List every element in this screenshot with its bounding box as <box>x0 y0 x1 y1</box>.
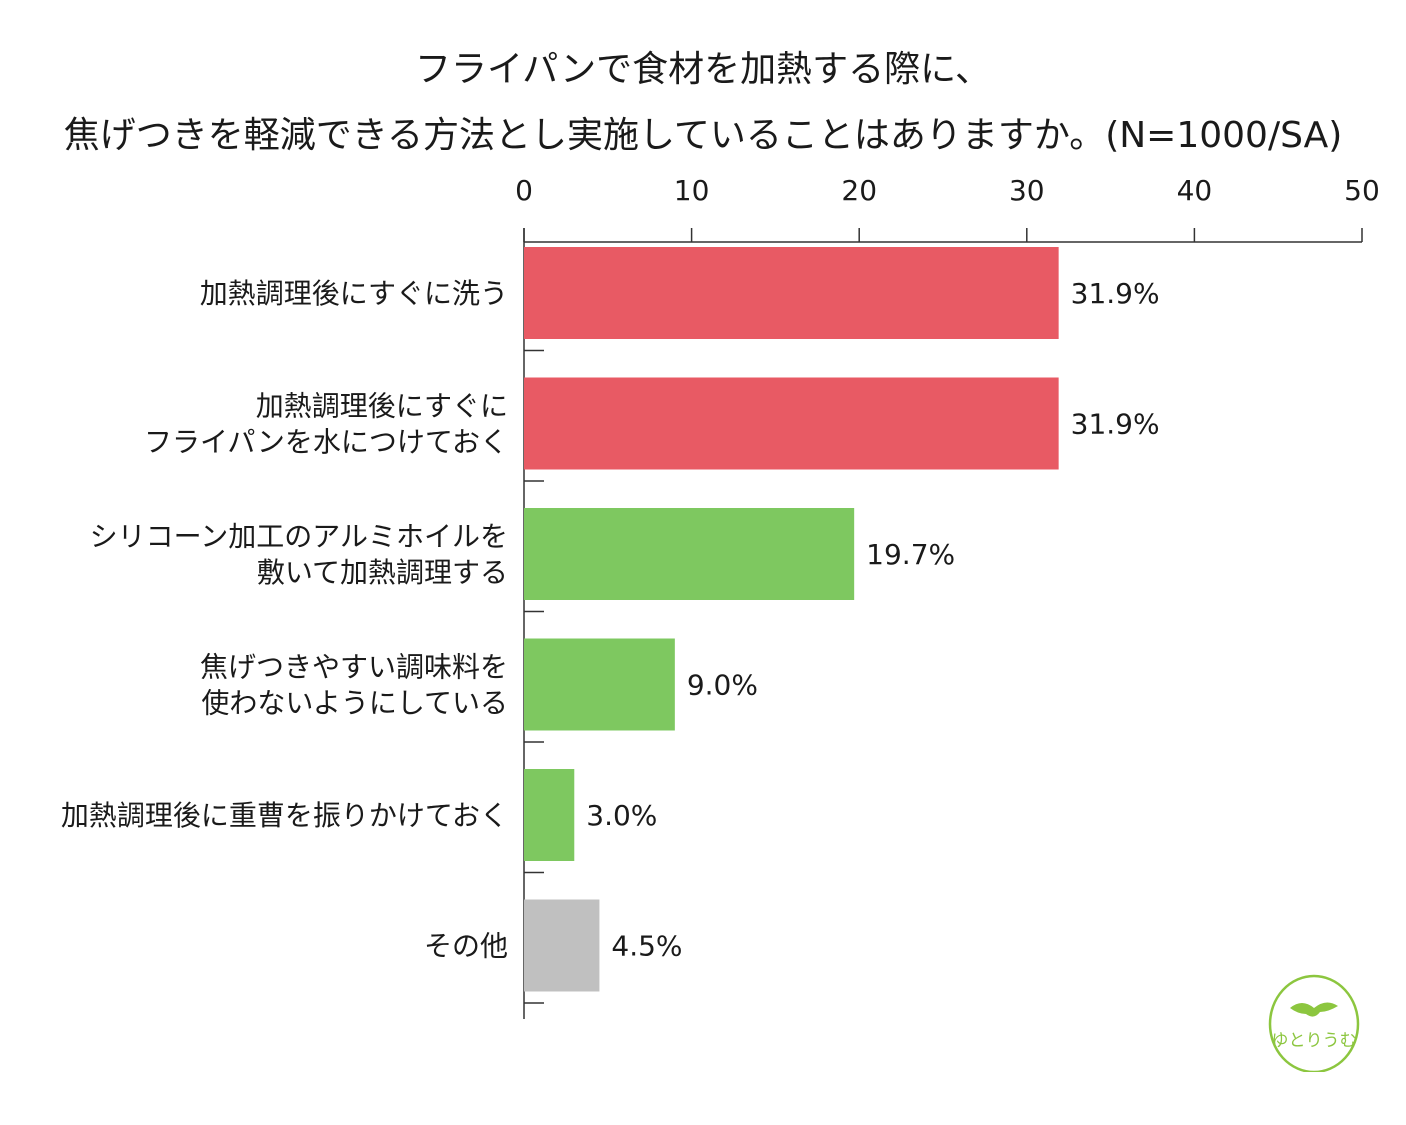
x-tick-label: 30 <box>1009 174 1045 207</box>
yutorium-logo: ゆとりうむ <box>1268 974 1360 1072</box>
chart-title-line1: フライパンで食材を加熱する際に、 <box>414 49 991 90</box>
x-tick-label: 10 <box>674 174 710 207</box>
category-label: 加熱調理後にすぐに洗う <box>200 277 508 310</box>
x-tick-label: 20 <box>841 174 877 207</box>
category-label: 加熱調理後にすぐにフライパンを水につけておく <box>144 390 508 459</box>
category-label: 焦げつきやすい調味料を使わないようにしている <box>200 651 508 720</box>
bar <box>524 899 600 992</box>
bar <box>524 247 1059 339</box>
bar <box>524 377 1059 470</box>
value-label: 31.9% <box>1071 408 1160 441</box>
x-tick-label: 50 <box>1344 174 1380 207</box>
chart-title-line2: 焦げつきを軽減できる方法とし実施していることはありますか。(N=1000/SA) <box>63 115 1343 156</box>
category-label: その他 <box>424 930 508 963</box>
value-label: 31.9% <box>1071 277 1160 310</box>
logo-text: ゆとりうむ <box>1272 1031 1357 1051</box>
value-label: 3.0% <box>586 799 657 832</box>
bar <box>524 769 575 861</box>
value-label: 9.0% <box>687 669 758 702</box>
bar <box>524 508 855 600</box>
x-tick-label: 40 <box>1177 174 1213 207</box>
category-label: シリコーン加工のアルミホイルを敷いて加熱調理する <box>90 520 508 589</box>
x-tick-label: 0 <box>515 174 533 207</box>
value-label: 4.5% <box>611 930 682 963</box>
value-label: 19.7% <box>866 538 955 571</box>
bar <box>524 638 675 731</box>
category-label: 加熱調理後に重曹を振りかけておく <box>61 799 508 832</box>
